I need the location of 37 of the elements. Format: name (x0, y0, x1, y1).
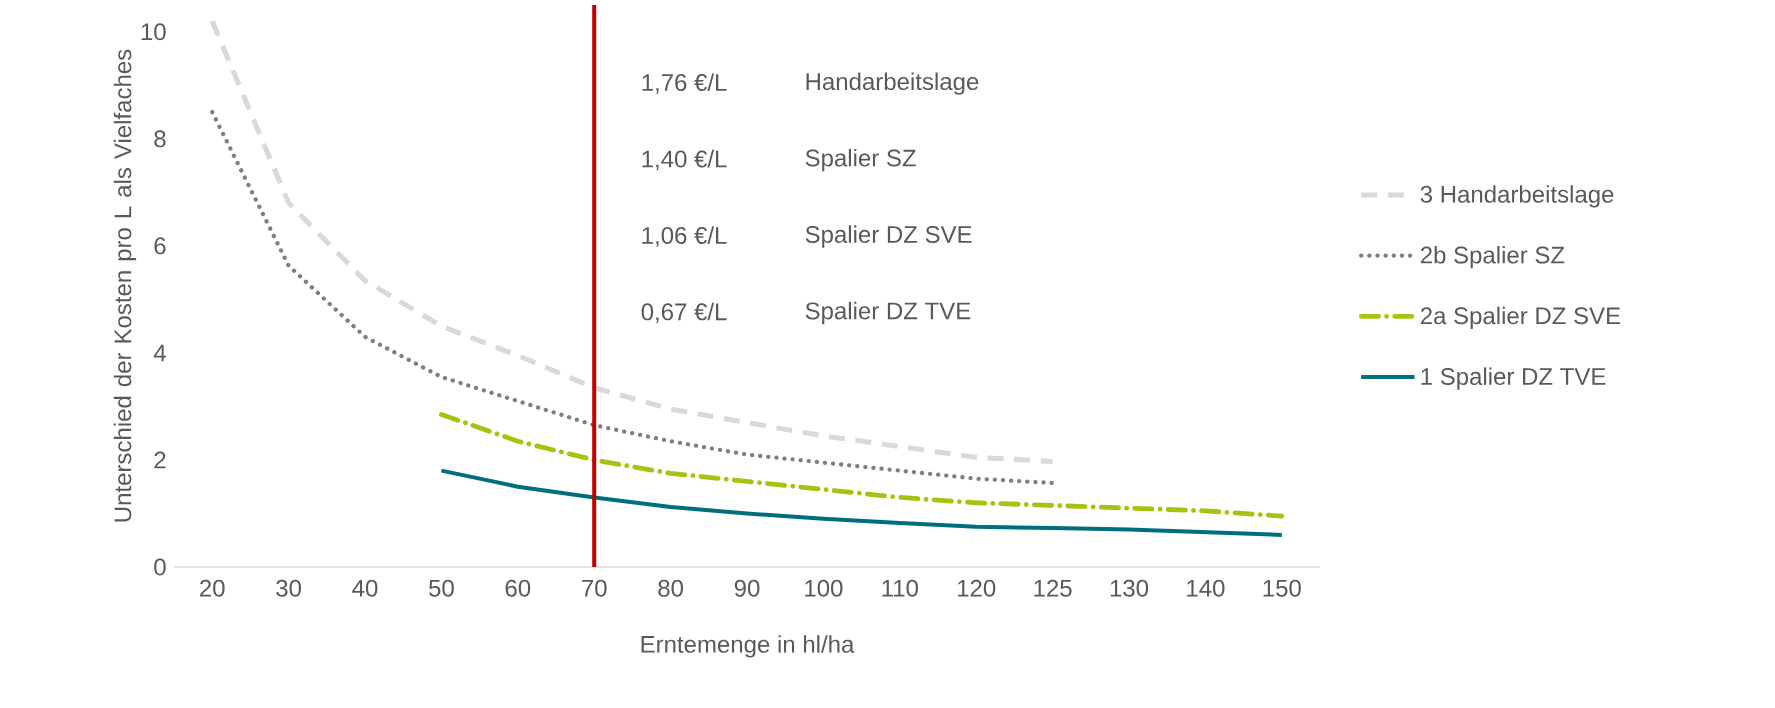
x-tick-label: 130 (1110, 579, 1149, 597)
x-tick-label: 20 (200, 579, 225, 597)
y-tick-label: 6 (154, 237, 166, 255)
annotation: Handarbeitslage (806, 72, 979, 95)
legend-label: 1 Spalier DZ TVE (1421, 367, 1606, 390)
x-tick-label: 125 (1034, 579, 1072, 597)
x-axis-title: Erntemenge in hl/ha (641, 635, 855, 658)
y-tick-label: 10 (141, 23, 166, 41)
x-tick-label: 140 (1187, 579, 1225, 597)
x-tick-label: 70 (582, 579, 607, 597)
y-axis-title: Unterschied der Kosten pro L als Vielfaches (113, 49, 137, 522)
x-tick-label: 150 (1263, 579, 1301, 597)
legend-label: 3 Handarbeitslage (1420, 185, 1614, 208)
y-tick-label: 0 (154, 558, 166, 576)
y-tick-label: 4 (153, 344, 166, 362)
x-tick-label: 110 (882, 579, 919, 597)
annotation: Spalier DZ TVE (805, 301, 971, 325)
x-tick-label: 80 (658, 579, 684, 597)
x-tick-label: 30 (276, 579, 302, 597)
y-tick-label: 2 (154, 451, 166, 469)
y-tick-label: 8 (154, 130, 166, 148)
x-tick-label: 120 (958, 579, 996, 597)
annotation: Spalier DZ SVE (805, 225, 972, 248)
x-tick-label: 60 (505, 579, 531, 597)
x-tick-label: 100 (805, 579, 843, 597)
line-series (439, 412, 1285, 519)
annotation: Spalier SZ (805, 148, 916, 172)
line-series (210, 109, 1055, 486)
x-tick-label: 40 (352, 579, 378, 597)
x-tick-label: 50 (429, 579, 454, 597)
x-tick-label: 90 (734, 579, 760, 597)
annotation: 1,06 €/L (642, 226, 727, 247)
legend-label: 2a Spalier DZ SVE (1420, 306, 1621, 330)
annotation: 1,40 €/L (642, 149, 727, 171)
annotation: 1,76 €/L (642, 73, 727, 94)
legend-label: 2b Spalier SZ (1420, 245, 1565, 269)
annotation: 0,67 €/L (641, 302, 727, 324)
